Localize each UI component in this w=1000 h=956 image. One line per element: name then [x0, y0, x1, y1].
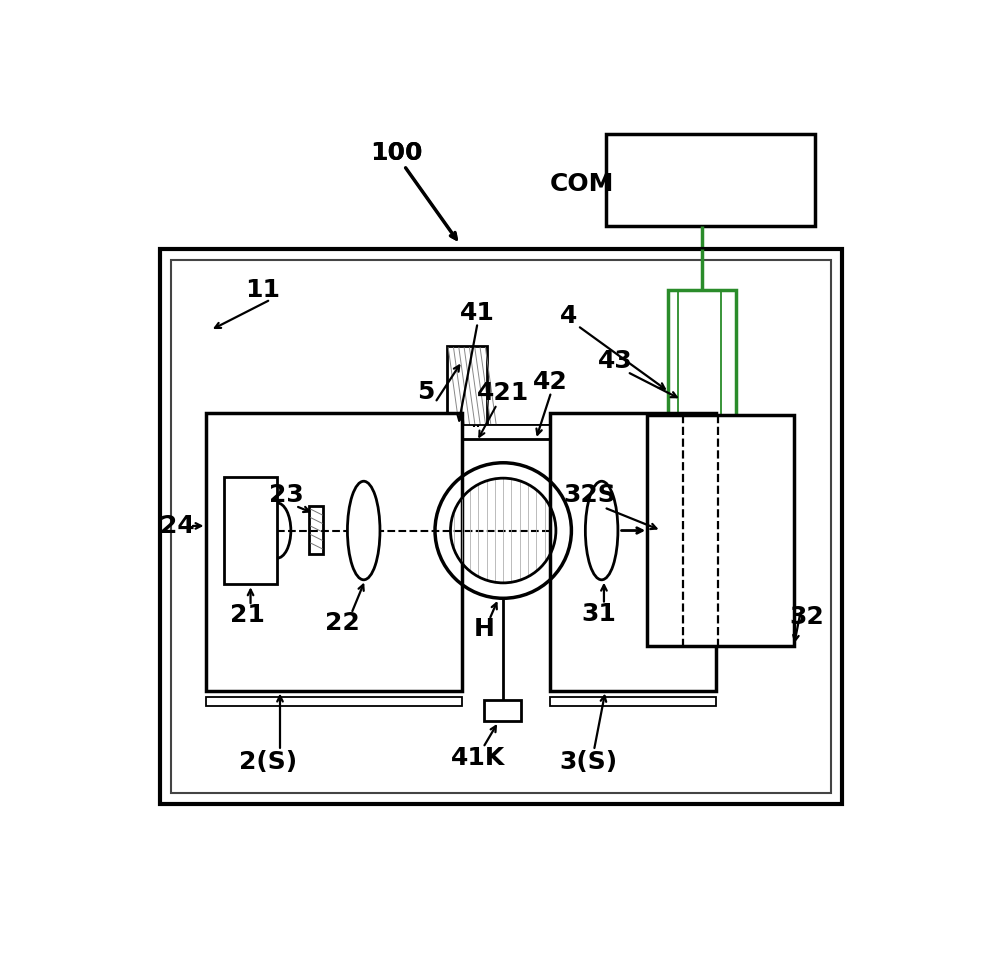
Text: 32S: 32S — [564, 483, 616, 507]
Text: 21: 21 — [230, 603, 265, 627]
Bar — [206, 414, 462, 690]
Text: 5: 5 — [417, 380, 434, 404]
Text: 2(S): 2(S) — [239, 750, 297, 773]
Ellipse shape — [585, 481, 618, 579]
Bar — [484, 700, 521, 722]
Text: H: H — [473, 617, 494, 641]
Text: 31: 31 — [582, 601, 617, 625]
Bar — [160, 250, 842, 804]
Text: 4: 4 — [560, 304, 578, 329]
Text: 43: 43 — [598, 349, 633, 373]
Ellipse shape — [347, 481, 380, 579]
Bar — [206, 697, 462, 706]
Text: 100: 100 — [370, 141, 422, 165]
Bar — [550, 414, 716, 690]
Text: 41: 41 — [460, 301, 495, 325]
Text: 3(S): 3(S) — [559, 750, 618, 773]
Text: 42: 42 — [533, 370, 568, 394]
Bar — [647, 415, 794, 646]
Bar — [447, 346, 487, 426]
Text: 32: 32 — [790, 605, 824, 629]
Text: 421: 421 — [477, 381, 529, 405]
Text: 11: 11 — [245, 278, 280, 302]
Text: 100: 100 — [370, 141, 422, 165]
Text: 41K: 41K — [450, 746, 505, 770]
Bar — [309, 506, 323, 554]
Bar — [668, 291, 736, 425]
Text: 23: 23 — [269, 483, 304, 507]
Text: 22: 22 — [325, 611, 359, 635]
Bar — [450, 425, 679, 439]
Bar — [253, 425, 710, 441]
Bar — [550, 697, 716, 706]
Bar — [224, 477, 277, 584]
Bar — [606, 134, 815, 227]
Bar — [171, 260, 831, 793]
Text: COM: COM — [550, 172, 614, 196]
Text: 24: 24 — [160, 514, 194, 538]
